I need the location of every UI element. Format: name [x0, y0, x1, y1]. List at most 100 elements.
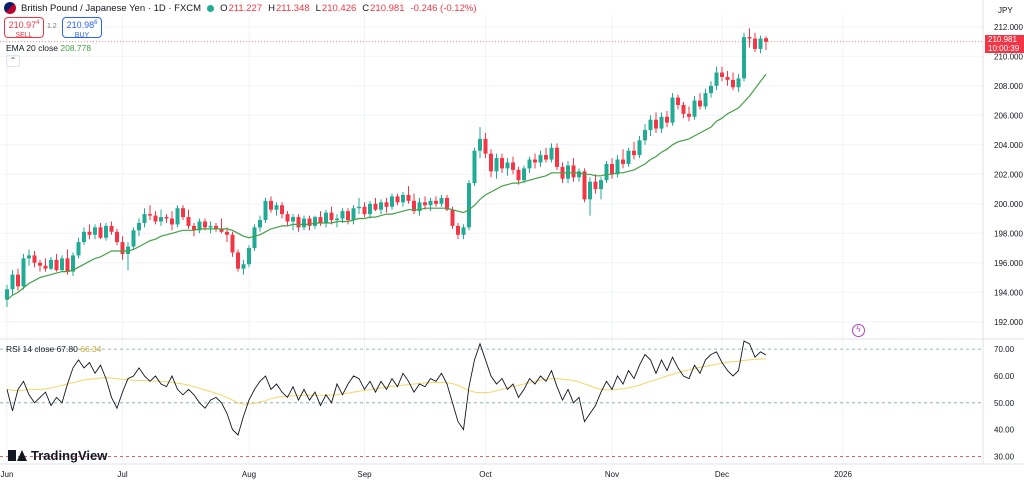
candle[interactable]	[313, 215, 317, 229]
candle[interactable]	[549, 143, 554, 163]
candle[interactable]	[65, 249, 70, 275]
candle[interactable]	[494, 153, 499, 179]
rsi-pane[interactable]	[0, 340, 983, 457]
candle[interactable]	[296, 214, 301, 232]
candle[interactable]	[241, 259, 246, 275]
candle[interactable]	[98, 222, 103, 240]
candle[interactable]	[670, 93, 675, 126]
candle[interactable]	[467, 180, 471, 231]
candle[interactable]	[423, 196, 427, 210]
candle[interactable]	[164, 214, 169, 223]
candle[interactable]	[120, 236, 125, 260]
candle[interactable]	[764, 36, 768, 51]
candle[interactable]	[357, 197, 361, 215]
candle[interactable]	[648, 115, 653, 136]
candle[interactable]	[456, 222, 460, 240]
candle[interactable]	[115, 228, 119, 246]
candle[interactable]	[76, 237, 81, 259]
candle[interactable]	[555, 143, 559, 170]
buy-button[interactable]: 210.986 BUY	[62, 17, 102, 39]
candle[interactable]	[269, 196, 273, 213]
candle[interactable]	[395, 193, 400, 206]
candle[interactable]	[291, 214, 295, 231]
candle[interactable]	[38, 259, 42, 272]
candle[interactable]	[230, 231, 235, 257]
candle[interactable]	[720, 66, 724, 82]
candle[interactable]	[60, 255, 64, 272]
candle[interactable]	[71, 252, 75, 277]
candle[interactable]	[483, 132, 488, 159]
candle[interactable]	[93, 224, 97, 240]
candle[interactable]	[489, 149, 493, 178]
candle[interactable]	[599, 177, 603, 200]
candle[interactable]	[263, 197, 268, 223]
candle[interactable]	[214, 222, 218, 232]
candle[interactable]	[544, 147, 548, 163]
candle[interactable]	[703, 88, 708, 110]
candle[interactable]	[681, 102, 686, 119]
candle[interactable]	[351, 205, 356, 225]
candle[interactable]	[687, 106, 691, 122]
candle[interactable]	[621, 149, 625, 169]
currency-label[interactable]: JPY	[998, 6, 1013, 15]
candle[interactable]	[368, 200, 372, 219]
candle[interactable]	[329, 206, 334, 225]
candle[interactable]	[225, 227, 229, 243]
candle[interactable]	[714, 66, 719, 91]
candle[interactable]	[632, 141, 636, 160]
candle[interactable]	[379, 199, 383, 215]
candle[interactable]	[709, 81, 713, 98]
candle[interactable]	[659, 112, 664, 133]
candle[interactable]	[571, 158, 576, 182]
candle[interactable]	[615, 155, 620, 178]
candle[interactable]	[131, 227, 136, 250]
candle[interactable]	[5, 284, 9, 308]
sell-button[interactable]: 210.974 SELL	[4, 17, 44, 39]
candle[interactable]	[285, 211, 290, 226]
price-pane[interactable]	[0, 28, 983, 308]
candle[interactable]	[626, 147, 631, 167]
tradingview-logo[interactable]: TradingView	[8, 448, 107, 463]
candle[interactable]	[665, 110, 669, 128]
candle[interactable]	[32, 250, 37, 268]
candle[interactable]	[731, 72, 735, 91]
candle[interactable]	[604, 161, 609, 184]
candle[interactable]	[692, 96, 697, 120]
candle[interactable]	[170, 211, 174, 231]
candle[interactable]	[742, 32, 746, 82]
flash-icon[interactable]: ϟ	[852, 324, 865, 337]
candle[interactable]	[472, 147, 477, 187]
candle[interactable]	[698, 93, 702, 110]
candle[interactable]	[258, 215, 262, 232]
candle[interactable]	[274, 202, 279, 216]
candle[interactable]	[643, 124, 647, 145]
candle[interactable]	[318, 211, 323, 226]
rsi-legend[interactable]: RSI 14 close 67.80 66.34	[6, 344, 102, 354]
candle[interactable]	[21, 253, 26, 290]
candle[interactable]	[87, 224, 92, 240]
candle[interactable]	[753, 32, 757, 52]
candle[interactable]	[511, 156, 515, 175]
candle[interactable]	[505, 158, 510, 176]
candle[interactable]	[500, 153, 504, 173]
candle[interactable]	[126, 242, 130, 271]
candle[interactable]	[208, 221, 213, 234]
candle[interactable]	[302, 215, 306, 231]
candle[interactable]	[434, 196, 438, 207]
candle[interactable]	[280, 202, 284, 219]
candle[interactable]	[637, 135, 642, 159]
candle[interactable]	[538, 150, 543, 167]
candle[interactable]	[340, 208, 345, 223]
candle[interactable]	[335, 214, 339, 228]
candle[interactable]	[417, 197, 422, 216]
candle[interactable]	[566, 161, 570, 184]
candle[interactable]	[27, 249, 31, 266]
candle[interactable]	[758, 35, 763, 54]
candle[interactable]	[401, 191, 405, 207]
candle[interactable]	[747, 28, 752, 48]
candle[interactable]	[247, 245, 251, 268]
candle[interactable]	[197, 218, 202, 234]
candle[interactable]	[181, 205, 185, 221]
candle[interactable]	[252, 224, 257, 251]
candle[interactable]	[406, 186, 411, 204]
